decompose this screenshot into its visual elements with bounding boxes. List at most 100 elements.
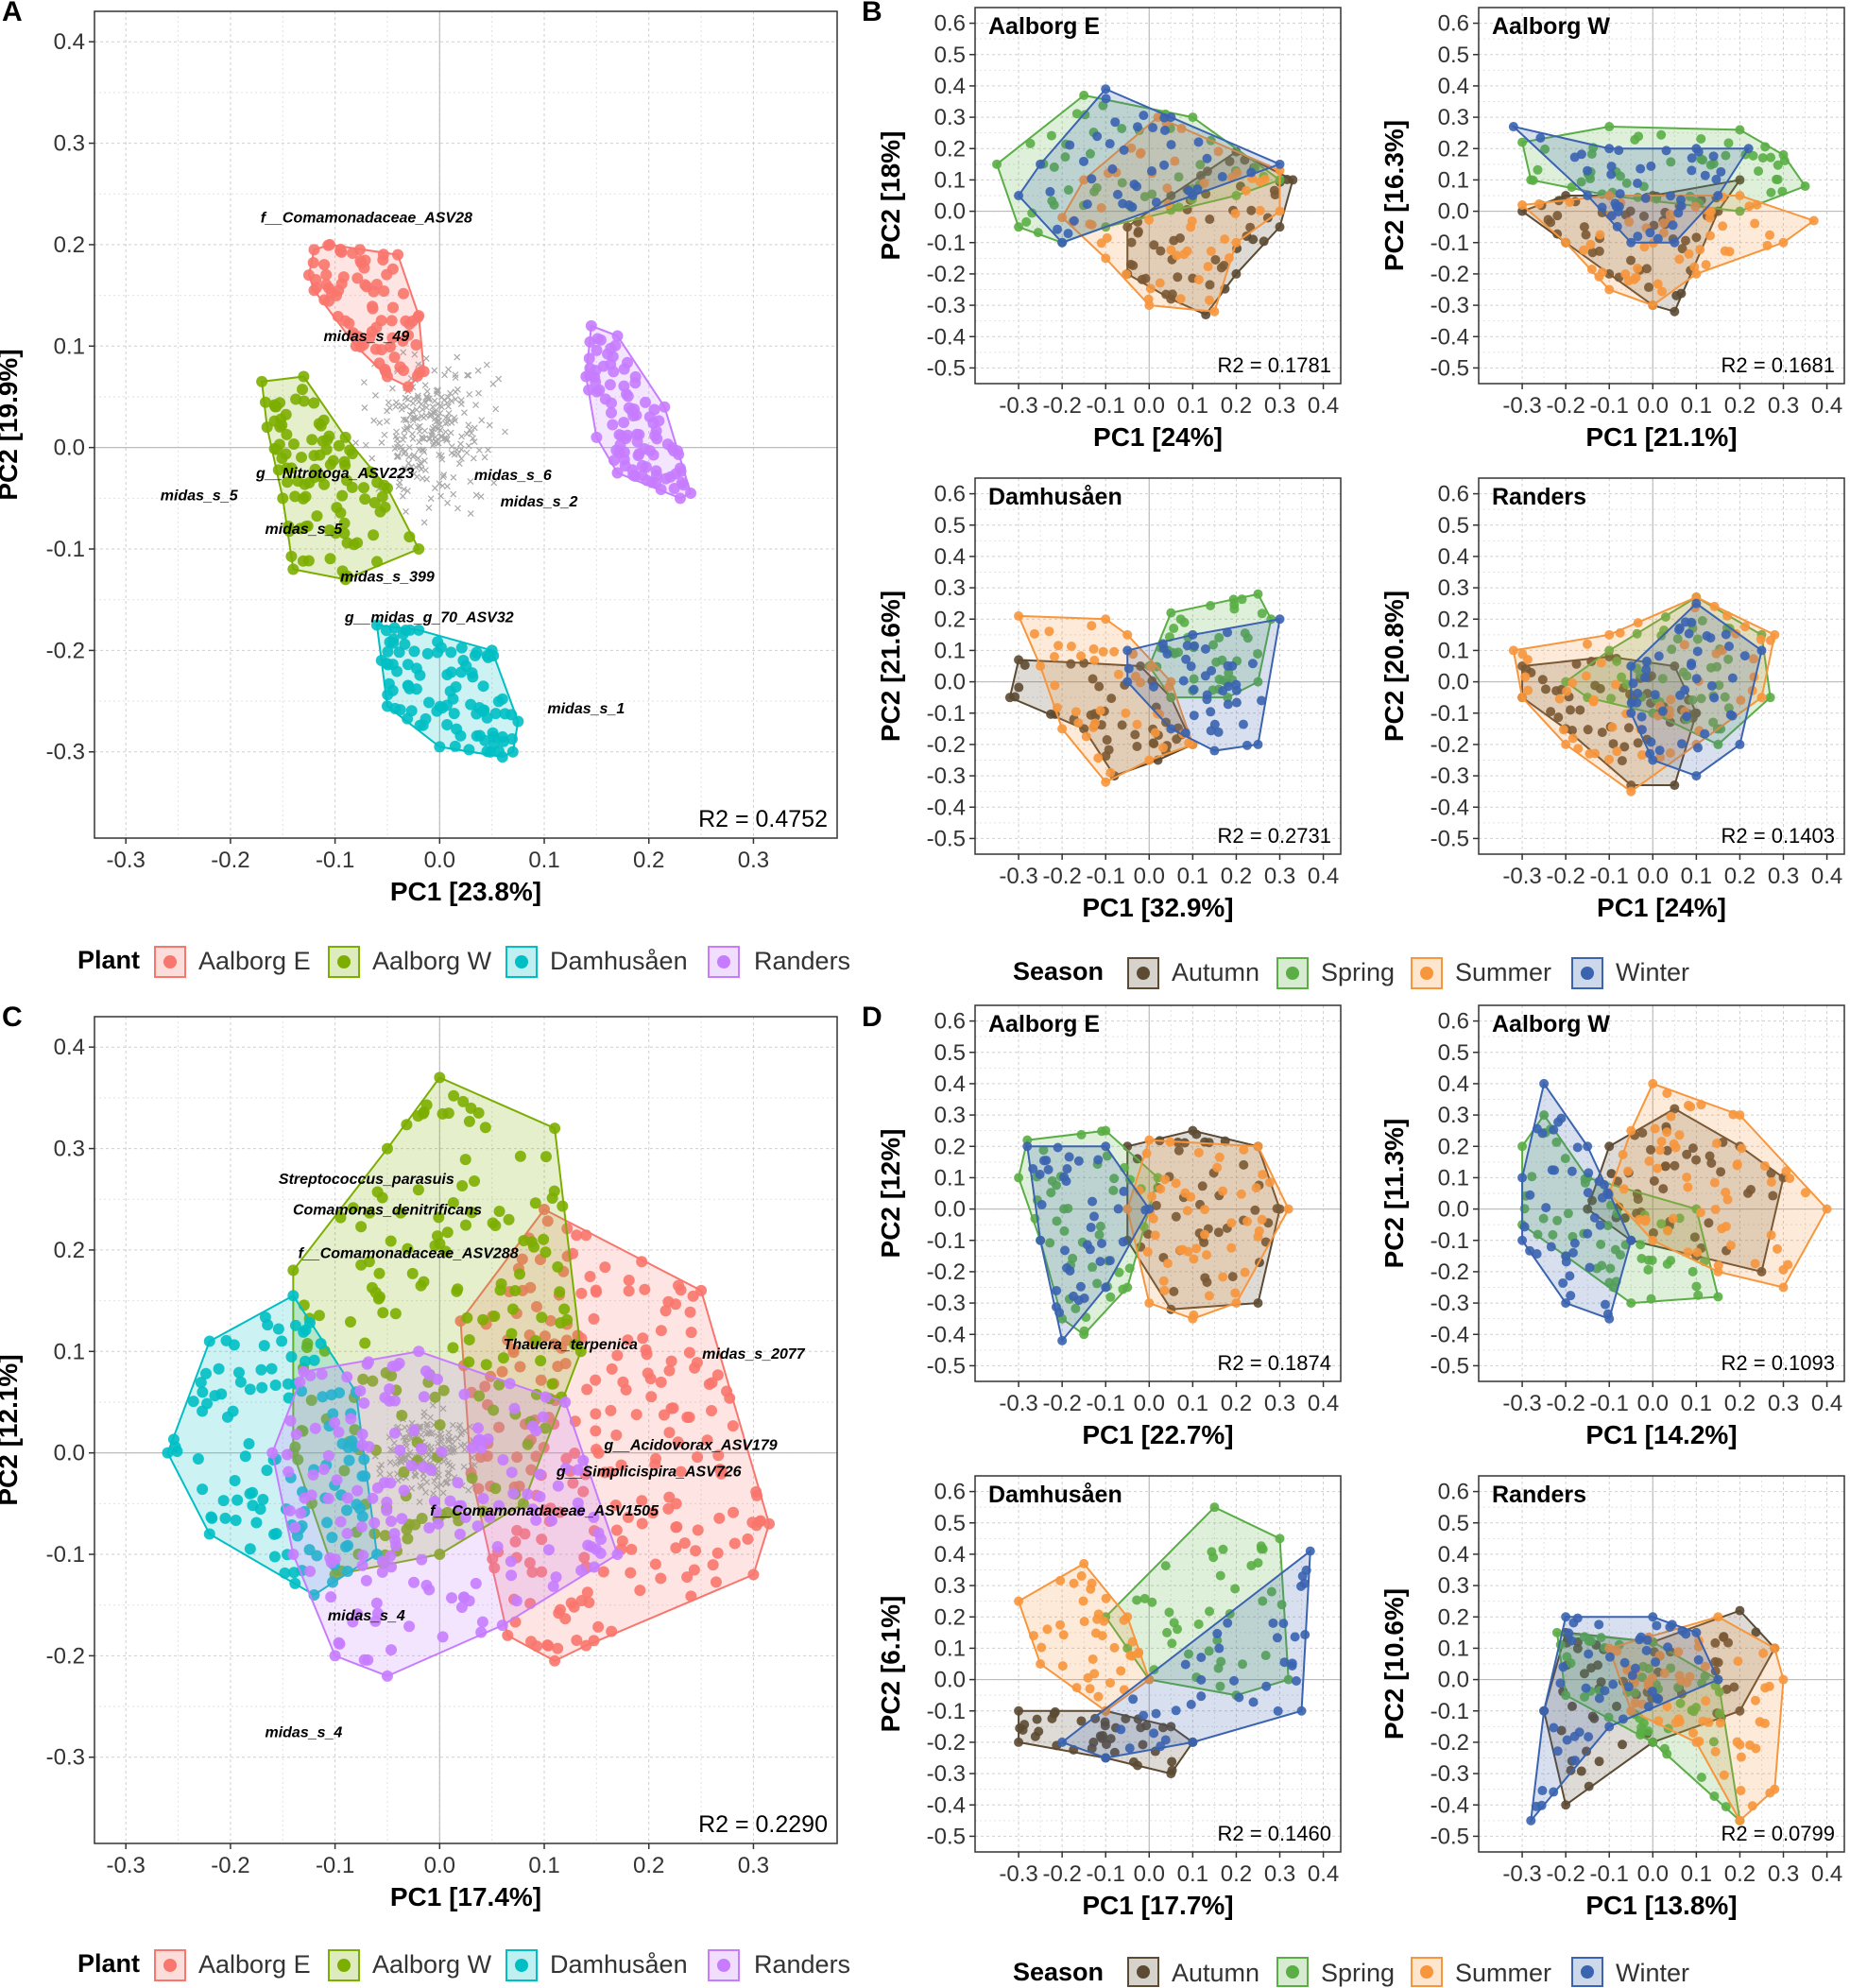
sample-point <box>597 1566 609 1578</box>
taxon-point <box>442 428 450 436</box>
sample-point <box>670 1542 682 1554</box>
sample-point <box>337 271 350 283</box>
taxon-point <box>426 435 434 442</box>
taxon-point <box>435 386 441 394</box>
sample-point <box>300 1341 313 1353</box>
sample-point <box>681 1571 694 1584</box>
sample-point <box>1630 1688 1640 1698</box>
taxon-point <box>418 1483 425 1491</box>
sample-point <box>1076 651 1087 661</box>
taxon-point <box>454 451 462 458</box>
sample-point <box>317 1391 329 1403</box>
sample-point <box>275 413 287 425</box>
r2-label: R2 = 0.0799 <box>1722 1822 1835 1845</box>
sample-point <box>1729 1682 1739 1692</box>
sample-point <box>674 492 686 505</box>
sample-point <box>1159 112 1170 123</box>
sample-point <box>1596 1239 1606 1249</box>
sample-point <box>1696 133 1706 144</box>
taxon-point <box>385 399 392 406</box>
y-tick-label: 0.4 <box>1438 74 1469 99</box>
taxon-label: g__Nitrotoga_ASV223 <box>255 466 414 482</box>
sample-point <box>296 1385 308 1397</box>
taxon-point <box>474 367 482 374</box>
sample-point <box>1637 1672 1648 1683</box>
sample-point <box>1683 1100 1693 1110</box>
sample-point <box>398 287 410 300</box>
sample-point <box>1756 693 1767 703</box>
taxon-point <box>386 1459 394 1465</box>
x-tick-label: -0.2 <box>1546 393 1584 419</box>
y-tick-label: -0.5 <box>927 1353 966 1379</box>
sample-point <box>1587 248 1598 258</box>
sample-point <box>1201 310 1211 320</box>
sample-point <box>232 1366 245 1379</box>
sample-point <box>1669 1139 1679 1149</box>
sample-point <box>675 1465 687 1478</box>
taxon-point <box>415 454 422 462</box>
sample-point <box>437 1107 449 1120</box>
sample-point <box>1665 1621 1675 1632</box>
sample-point <box>605 1404 617 1416</box>
sample-point <box>382 645 394 658</box>
sample-point <box>1212 1162 1223 1173</box>
sample-point <box>1743 144 1754 154</box>
x-tick-label: 0.2 <box>1724 1391 1756 1416</box>
legend-item-aalborg-e-bottom: Aalborg E <box>154 1949 311 1981</box>
sample-point <box>1122 1204 1133 1214</box>
sample-point <box>192 1453 204 1465</box>
legend-key-summer-bottom <box>1411 1957 1443 1987</box>
sample-point <box>1253 677 1263 687</box>
sample-point <box>1231 697 1242 708</box>
sample-point <box>1049 652 1059 662</box>
sample-point <box>1290 1632 1300 1642</box>
sample-point <box>396 1513 408 1525</box>
sample-point <box>1653 233 1663 244</box>
sample-point <box>581 1383 593 1396</box>
group-autumn <box>1014 1705 1198 1779</box>
sample-point <box>1142 1229 1153 1240</box>
sample-point <box>1561 1298 1571 1309</box>
sample-point <box>597 360 609 372</box>
sample-point <box>420 712 432 725</box>
sample-point <box>742 1533 754 1545</box>
sample-point <box>622 390 634 403</box>
sample-point <box>339 431 351 443</box>
sample-point <box>537 1411 549 1423</box>
taxon-point <box>412 1472 420 1480</box>
sample-point <box>287 563 300 575</box>
sample-point <box>1567 677 1578 688</box>
y-axis-title: PC2 [10.6%] <box>1379 1588 1409 1740</box>
sample-point <box>440 699 453 711</box>
sample-point <box>670 1298 682 1311</box>
sample-point <box>364 1207 376 1219</box>
x-tick-label: 0.0 <box>424 1853 455 1878</box>
y-tick-label: -0.4 <box>1430 1322 1469 1347</box>
y-tick-label: 0.6 <box>1438 11 1469 37</box>
sample-point <box>1579 1669 1589 1679</box>
sample-point <box>1527 1172 1537 1182</box>
taxon-point <box>454 1434 461 1442</box>
y-tick-label: -0.1 <box>46 1542 85 1568</box>
sample-point <box>590 1408 602 1420</box>
hull-summer <box>1512 595 1776 793</box>
taxon-point <box>465 421 472 429</box>
sample-point <box>1147 189 1157 199</box>
sample-point <box>1626 708 1636 718</box>
sample-point <box>1190 641 1200 651</box>
y-tick-label: -0.3 <box>927 1761 966 1787</box>
r2-label: R2 = 0.1681 <box>1722 353 1835 377</box>
sample-point <box>1130 729 1140 740</box>
sample-point <box>1086 1223 1096 1233</box>
group-damhusaen <box>370 619 524 763</box>
sample-point <box>1708 159 1719 169</box>
sample-point <box>1069 1578 1079 1588</box>
sample-point <box>1193 274 1204 284</box>
sample-point <box>1725 1241 1736 1251</box>
taxon-point <box>419 412 425 420</box>
sample-point <box>643 445 656 457</box>
sample-point <box>1278 1619 1289 1629</box>
y-tick-label: -0.1 <box>927 1699 966 1724</box>
sample-point <box>281 428 293 440</box>
sample-point <box>471 1422 484 1434</box>
